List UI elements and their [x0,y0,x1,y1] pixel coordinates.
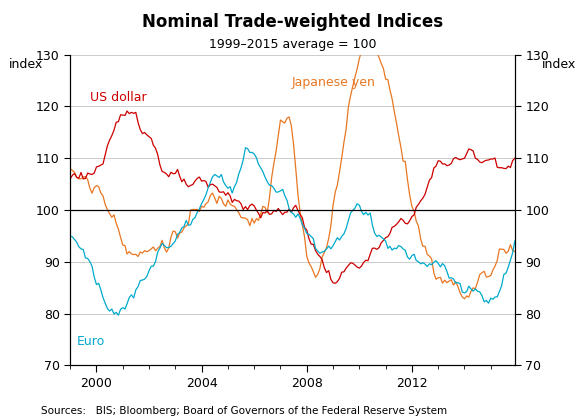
Text: Japanese yen: Japanese yen [291,76,375,89]
Text: index: index [542,58,576,71]
Text: Nominal Trade-weighted Indices: Nominal Trade-weighted Indices [142,13,443,31]
Text: Euro: Euro [77,335,105,348]
Text: index: index [9,58,43,71]
Text: 1999–2015 average = 100: 1999–2015 average = 100 [209,38,376,51]
Text: US dollar: US dollar [90,91,146,104]
Text: Sources:   BIS; Bloomberg; Board of Governors of the Federal Reserve System: Sources: BIS; Bloomberg; Board of Govern… [41,406,447,416]
